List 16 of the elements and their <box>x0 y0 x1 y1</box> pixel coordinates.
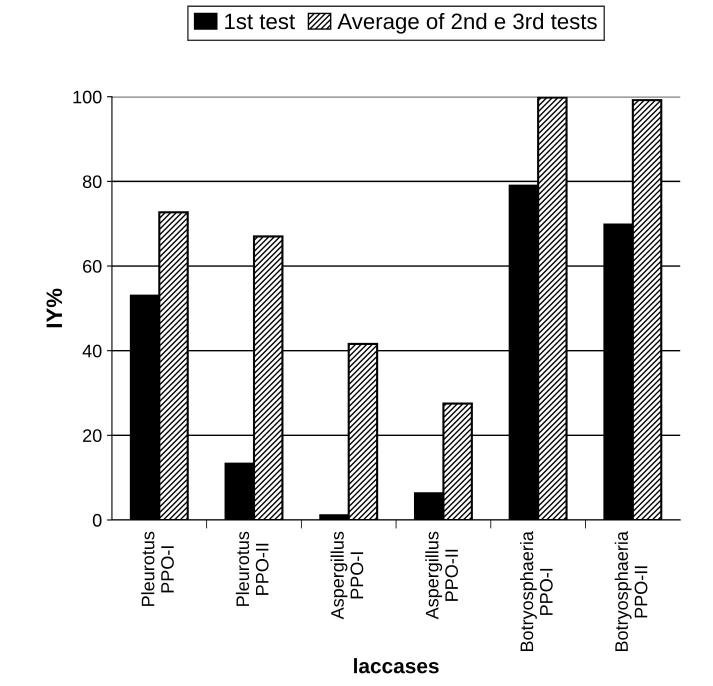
y-tick-label: 80 <box>82 175 102 188</box>
x-tick-label: Aspergillus PPO-II <box>425 532 458 620</box>
y-tick-label: 0 <box>92 514 102 527</box>
y-tick-label: 60 <box>83 260 102 273</box>
x-tick-label: Aspergillus PPO-I <box>330 532 364 620</box>
y-axis-title: IY% <box>46 288 62 328</box>
legend-label: 1st test <box>225 14 295 30</box>
x-tick-label: Pleurotus PPO-I <box>141 532 174 606</box>
x-tick-label: Botryosphaeria PPO-II <box>614 531 648 652</box>
x-tick-label: Botryosphaeria PPO-I <box>520 531 553 652</box>
y-tick-label: 40 <box>82 344 102 358</box>
x-axis-title: laccases <box>354 658 439 674</box>
y-tick-label: 100 <box>73 90 102 104</box>
legend-label: Average of 2nd e 3rd tests <box>337 12 597 34</box>
y-tick-label: 20 <box>83 429 102 442</box>
x-tick-label: Pleurotus PPO-II <box>236 532 269 606</box>
